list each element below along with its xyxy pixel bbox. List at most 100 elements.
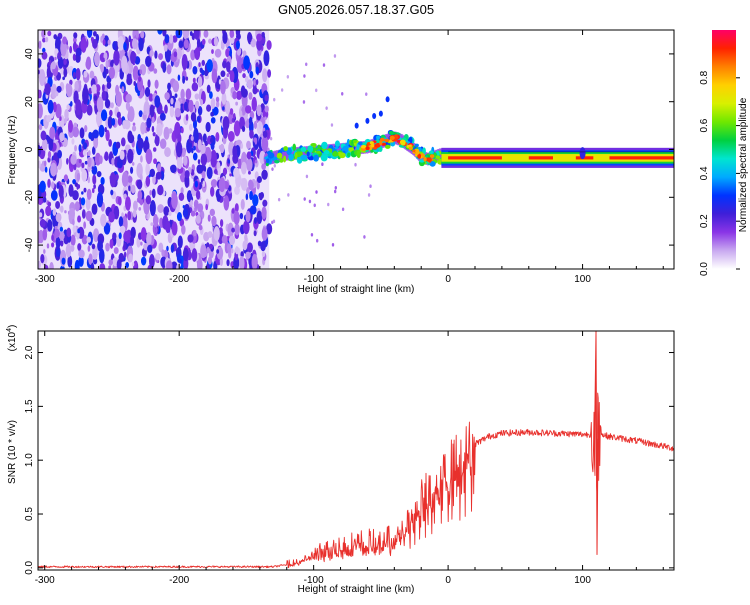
ridge-core-blob: [365, 146, 370, 151]
noise-blob: [256, 104, 262, 117]
noise-blob: [163, 126, 170, 140]
ridge-blob: [283, 146, 289, 151]
noise-blob: [210, 149, 217, 168]
noise-blob: [95, 110, 103, 127]
noise-blob: [198, 224, 203, 231]
noise-blob: [197, 105, 203, 116]
noise-blob: [249, 190, 253, 201]
noise-blob: [42, 47, 46, 53]
noise-blob: [164, 147, 171, 158]
ridge-blob: [288, 153, 294, 161]
noise-blob: [169, 34, 174, 44]
noise-blob: [250, 38, 257, 48]
noise-blob: [38, 198, 43, 206]
ridge-core-blob: [375, 142, 381, 148]
noise-blob: [207, 256, 213, 265]
noise-blob: [70, 234, 76, 247]
noise-blob: [38, 260, 41, 269]
noise-blob: [106, 81, 112, 90]
noise-blob: [153, 68, 158, 74]
noise-speck: [269, 136, 273, 141]
noise-blob: [242, 240, 248, 251]
noise-blob: [210, 97, 216, 109]
noise-blob: [232, 91, 237, 100]
noise-blob: [245, 251, 251, 260]
noise-blob: [146, 232, 152, 246]
noise-blob: [100, 109, 108, 122]
noise-blob: [163, 206, 170, 216]
noise-blob: [63, 58, 67, 66]
noise-blob: [112, 40, 118, 51]
noise-blob: [227, 222, 234, 238]
noise-blob: [77, 243, 82, 251]
noise-blob: [125, 93, 132, 103]
noise-blob: [246, 79, 253, 90]
ridge-blob: [347, 152, 351, 158]
noise-blob: [219, 143, 225, 154]
ridge-core-blob: [381, 142, 387, 146]
colorbar-label: Normalized spectral amplitude: [738, 97, 749, 232]
noise-blob: [86, 236, 92, 243]
noise-blob: [45, 205, 52, 217]
snr-frame: [37, 330, 675, 571]
noise-blob: [90, 262, 95, 269]
noise-blob: [213, 169, 218, 175]
noise-blob: [178, 192, 185, 202]
noise-blob: [89, 70, 95, 79]
noise-blob: [83, 70, 88, 78]
noise-blob: [126, 71, 132, 84]
noise-blob: [207, 214, 211, 222]
noise-blob: [159, 112, 166, 121]
noise-blob: [166, 245, 169, 252]
ridge-bump: [579, 147, 586, 160]
noise-blob: [205, 203, 209, 211]
noise-blob: [96, 96, 104, 113]
noise-blob: [249, 205, 257, 215]
noise-blob: [62, 36, 67, 45]
noise-blob: [50, 189, 58, 201]
noise-blob: [73, 163, 77, 171]
noise-blob: [200, 153, 208, 166]
noise-blob: [77, 215, 82, 223]
noise-blob: [211, 49, 214, 54]
noise-blob: [130, 184, 136, 194]
noise-blob: [258, 121, 262, 129]
noise-blob: [206, 246, 210, 254]
ridge-core-blob: [417, 153, 422, 159]
noise-blob: [204, 69, 209, 77]
noise-blob: [61, 257, 66, 265]
noise-blob: [264, 94, 269, 102]
noise-speck: [313, 203, 316, 208]
ridge-blob: [310, 142, 317, 147]
noise-blob: [188, 99, 194, 113]
spectrogram-x-tick-label: 100: [574, 274, 591, 285]
noise-blob: [155, 171, 162, 180]
noise-blob: [261, 206, 267, 220]
noise-blob: [160, 170, 165, 181]
noise-blob: [93, 136, 99, 149]
noise-blob: [249, 129, 254, 139]
noise-blob: [70, 100, 73, 107]
noise-blob: [118, 232, 122, 240]
noise-speck: [331, 243, 335, 247]
noise-blob: [47, 178, 51, 188]
noise-blob: [123, 251, 127, 258]
noise-blob: [116, 259, 122, 269]
noise-blob: [86, 104, 93, 116]
noise-blob: [172, 35, 178, 43]
noise-blob: [137, 91, 140, 97]
noise-blob: [262, 130, 268, 138]
noise-blob: [102, 39, 106, 46]
noise-blob: [67, 255, 73, 268]
noise-blob: [251, 96, 257, 112]
noise-blob: [146, 117, 152, 129]
noise-blob: [235, 246, 239, 255]
noise-speck: [273, 163, 276, 168]
noise-blob: [165, 220, 171, 234]
noise-blob: [105, 68, 109, 74]
ridge-blob: [306, 151, 310, 157]
noise-blob: [44, 166, 48, 173]
noise-blob: [171, 221, 178, 236]
snr-y-tick-label: 0.0: [24, 560, 35, 574]
